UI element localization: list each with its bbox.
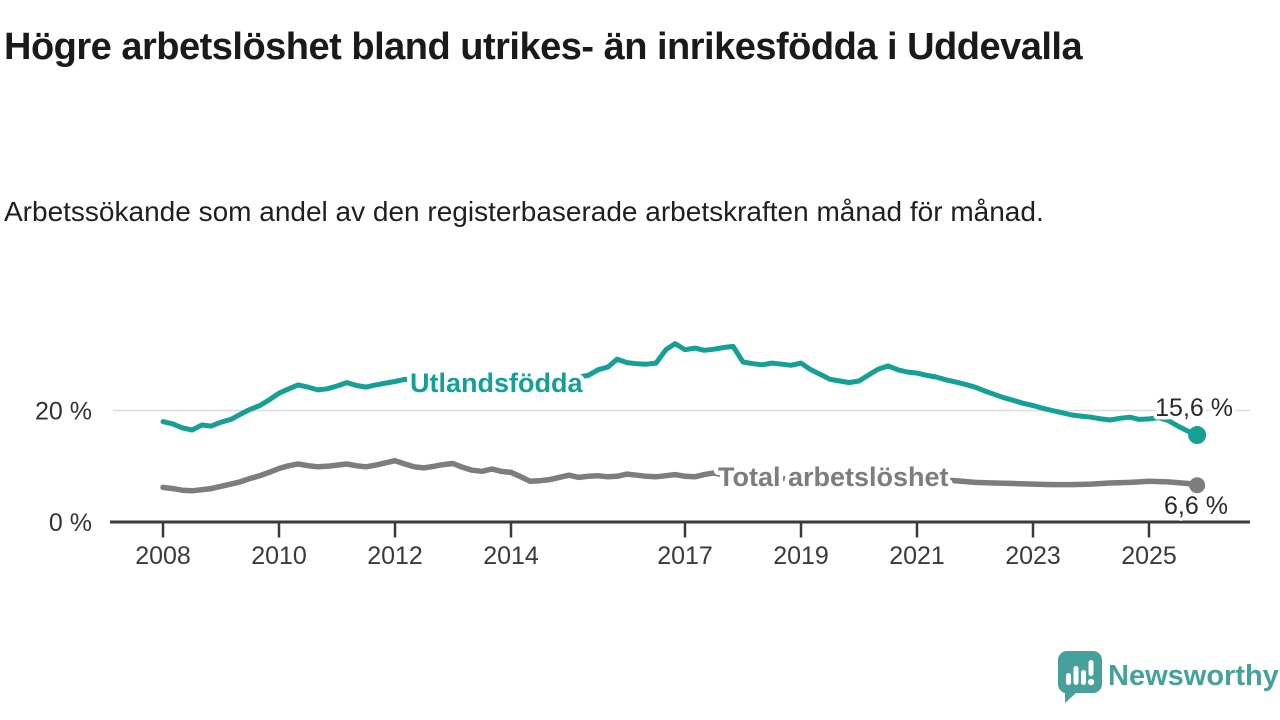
x-axis-tick-label: 2023 <box>1005 542 1061 570</box>
x-axis-tick-label: 2014 <box>483 542 539 570</box>
newsworthy-logo: Newsworthy <box>1058 651 1279 703</box>
x-axis-tick-label: 2012 <box>367 542 423 570</box>
page-title: Högre arbetslöshet bland utrikes- än inr… <box>4 26 1083 68</box>
series-end-value-label: 6,6 % <box>1164 492 1228 520</box>
series-end-value-label: 15,6 % <box>1155 394 1233 422</box>
x-axis-tick-label: 2025 <box>1121 542 1177 570</box>
y-axis-tick-label: 0 % <box>49 509 92 537</box>
newsworthy-logo-text: Newsworthy <box>1108 660 1279 692</box>
line-chart: 0 % 20 % 2008 2010 2012 2014 2017 2019 2021 2023 2… <box>35 341 1250 570</box>
x-axis-tick-label: 2010 <box>251 542 307 570</box>
series-label: Utlandsfödda <box>410 368 583 398</box>
series-end-dot <box>1189 477 1206 494</box>
y-axis-tick-label: 20 % <box>35 398 92 426</box>
x-axis-tick-label: 2017 <box>657 542 713 570</box>
x-axis-tick-label: 2019 <box>773 542 829 570</box>
series-label: Total arbetslöshet <box>718 462 949 492</box>
newsworthy-bubble-chart-icon <box>1058 651 1102 703</box>
series-line <box>160 457 1200 494</box>
series-end-dot <box>1188 426 1207 445</box>
chart-subtitle: Arbetssökande som andel av den registerb… <box>4 196 1044 227</box>
x-axis-tick-label: 2008 <box>135 542 191 570</box>
x-axis-tick-label: 2021 <box>889 542 945 570</box>
series-line <box>160 341 1200 438</box>
